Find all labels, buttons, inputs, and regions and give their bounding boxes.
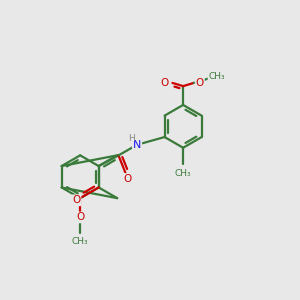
Text: O: O xyxy=(72,195,80,205)
Text: O: O xyxy=(196,78,204,88)
Text: O: O xyxy=(76,212,84,222)
Text: O: O xyxy=(124,174,132,184)
Text: O: O xyxy=(161,78,169,88)
Text: N: N xyxy=(133,140,141,150)
Text: CH₃: CH₃ xyxy=(175,169,191,178)
Text: CH₃: CH₃ xyxy=(208,71,225,80)
Text: CH₃: CH₃ xyxy=(72,237,88,246)
Text: H: H xyxy=(128,134,135,143)
